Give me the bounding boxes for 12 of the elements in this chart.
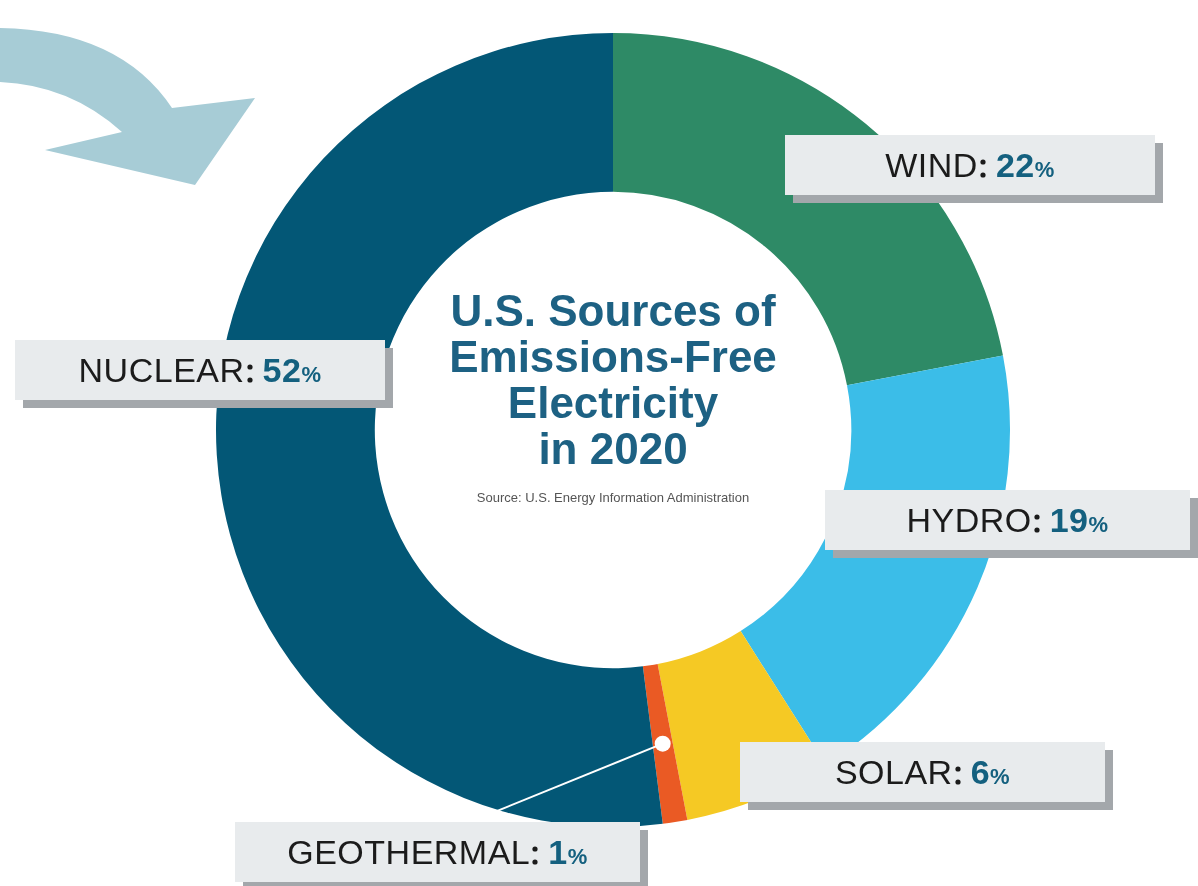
slice-label: WIND xyxy=(885,145,978,185)
slice-label: GEOTHERMAL xyxy=(287,832,531,872)
slice-label: HYDRO xyxy=(906,500,1032,540)
text: U.S. Sources of Emissions-Free Electricity in 2020 xyxy=(448,286,778,473)
slice-label: NUCLEAR xyxy=(78,350,245,390)
slice-label: SOLAR xyxy=(834,752,953,792)
data-label: 1% xyxy=(548,832,588,872)
data-label: 22% xyxy=(995,145,1055,185)
data-label: 52% xyxy=(262,350,322,390)
data-label: 19% xyxy=(1049,500,1109,540)
data-label: 6% xyxy=(970,752,1011,792)
source-note: Source: U.S. Energy Information Administration xyxy=(475,490,751,505)
